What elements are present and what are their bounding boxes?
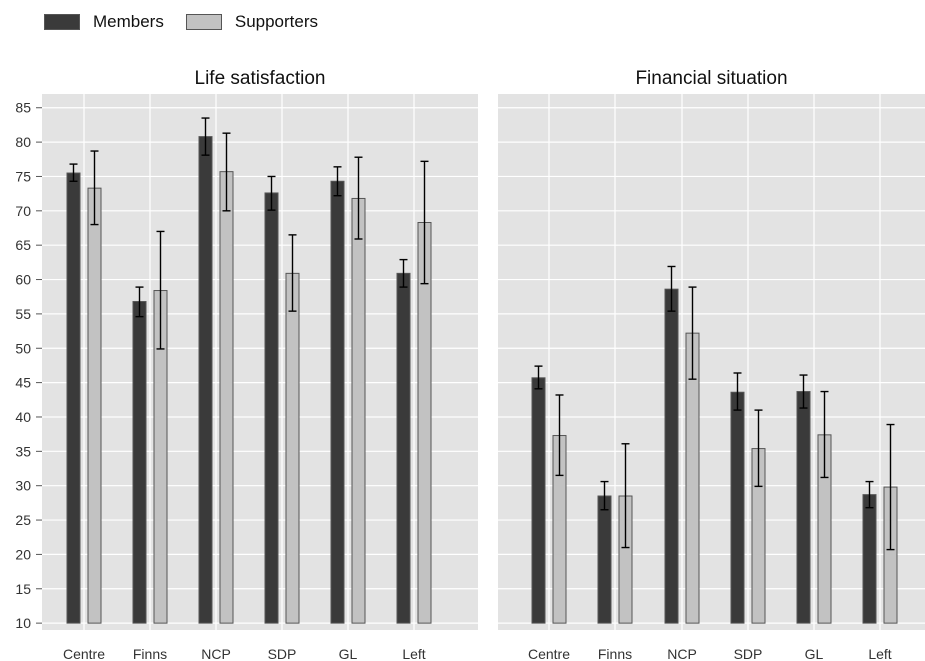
x-tick-label: Centre (63, 646, 105, 661)
bar-members (730, 391, 745, 624)
x-tick-label: GL (805, 646, 824, 661)
bar-supporters (219, 171, 234, 624)
bar-members (198, 136, 213, 624)
bar-members (66, 172, 81, 624)
legend-swatch-members (44, 14, 80, 30)
legend-label-members: Members (93, 12, 164, 31)
bar-members (531, 377, 546, 624)
legend-label-supporters: Supporters (234, 12, 319, 31)
x-tick-label: Left (868, 646, 891, 661)
y-tick-label: 25 (15, 512, 31, 528)
legend: Members Supporters (44, 12, 340, 32)
x-tick-label: Finns (133, 646, 167, 661)
x-tick-label: Centre (528, 646, 570, 661)
bar-members (796, 391, 811, 624)
bar-supporters (285, 272, 300, 624)
y-tick-label: 45 (15, 375, 31, 391)
y-tick-label: 10 (15, 615, 31, 631)
bar-members (664, 288, 679, 624)
y-tick-label: 15 (15, 581, 31, 597)
x-tick-label: GL (339, 646, 358, 661)
y-tick-label: 50 (15, 340, 31, 356)
bar-members (330, 180, 345, 624)
bar-members (597, 495, 612, 624)
y-tick-label: 20 (15, 546, 31, 562)
y-tick-label: 40 (15, 409, 31, 425)
x-tick-label: NCP (667, 646, 697, 661)
bar-members (132, 301, 147, 624)
panel-background-1 (498, 94, 925, 630)
y-tick-label: 30 (15, 478, 31, 494)
y-tick-label: 35 (15, 443, 31, 459)
x-tick-label: Finns (598, 646, 632, 661)
x-tick-label: NCP (201, 646, 231, 661)
y-tick-label: 75 (15, 168, 31, 184)
panel-title-1: Financial situation (635, 68, 787, 89)
bar-members (862, 494, 877, 624)
x-tick-label: Left (402, 646, 425, 661)
bar-members (264, 192, 279, 624)
x-tick-label: SDP (268, 646, 297, 661)
y-tick-label: 55 (15, 306, 31, 322)
y-tick-label: 85 (15, 100, 31, 116)
legend-item-members: Members (44, 12, 164, 32)
y-tick-label: 65 (15, 237, 31, 253)
panel-title-0: Life satisfaction (195, 68, 326, 89)
bar-supporters (351, 197, 366, 624)
legend-item-supporters: Supporters (185, 12, 319, 32)
y-tick-label: 70 (15, 203, 31, 219)
panel-background-0 (42, 94, 478, 630)
x-tick-label: SDP (734, 646, 763, 661)
y-tick-label: 80 (15, 134, 31, 150)
y-tick-label: 60 (15, 272, 31, 288)
bar-members (396, 272, 411, 624)
legend-swatch-supporters (185, 14, 222, 30)
bar-supporters (87, 187, 102, 624)
